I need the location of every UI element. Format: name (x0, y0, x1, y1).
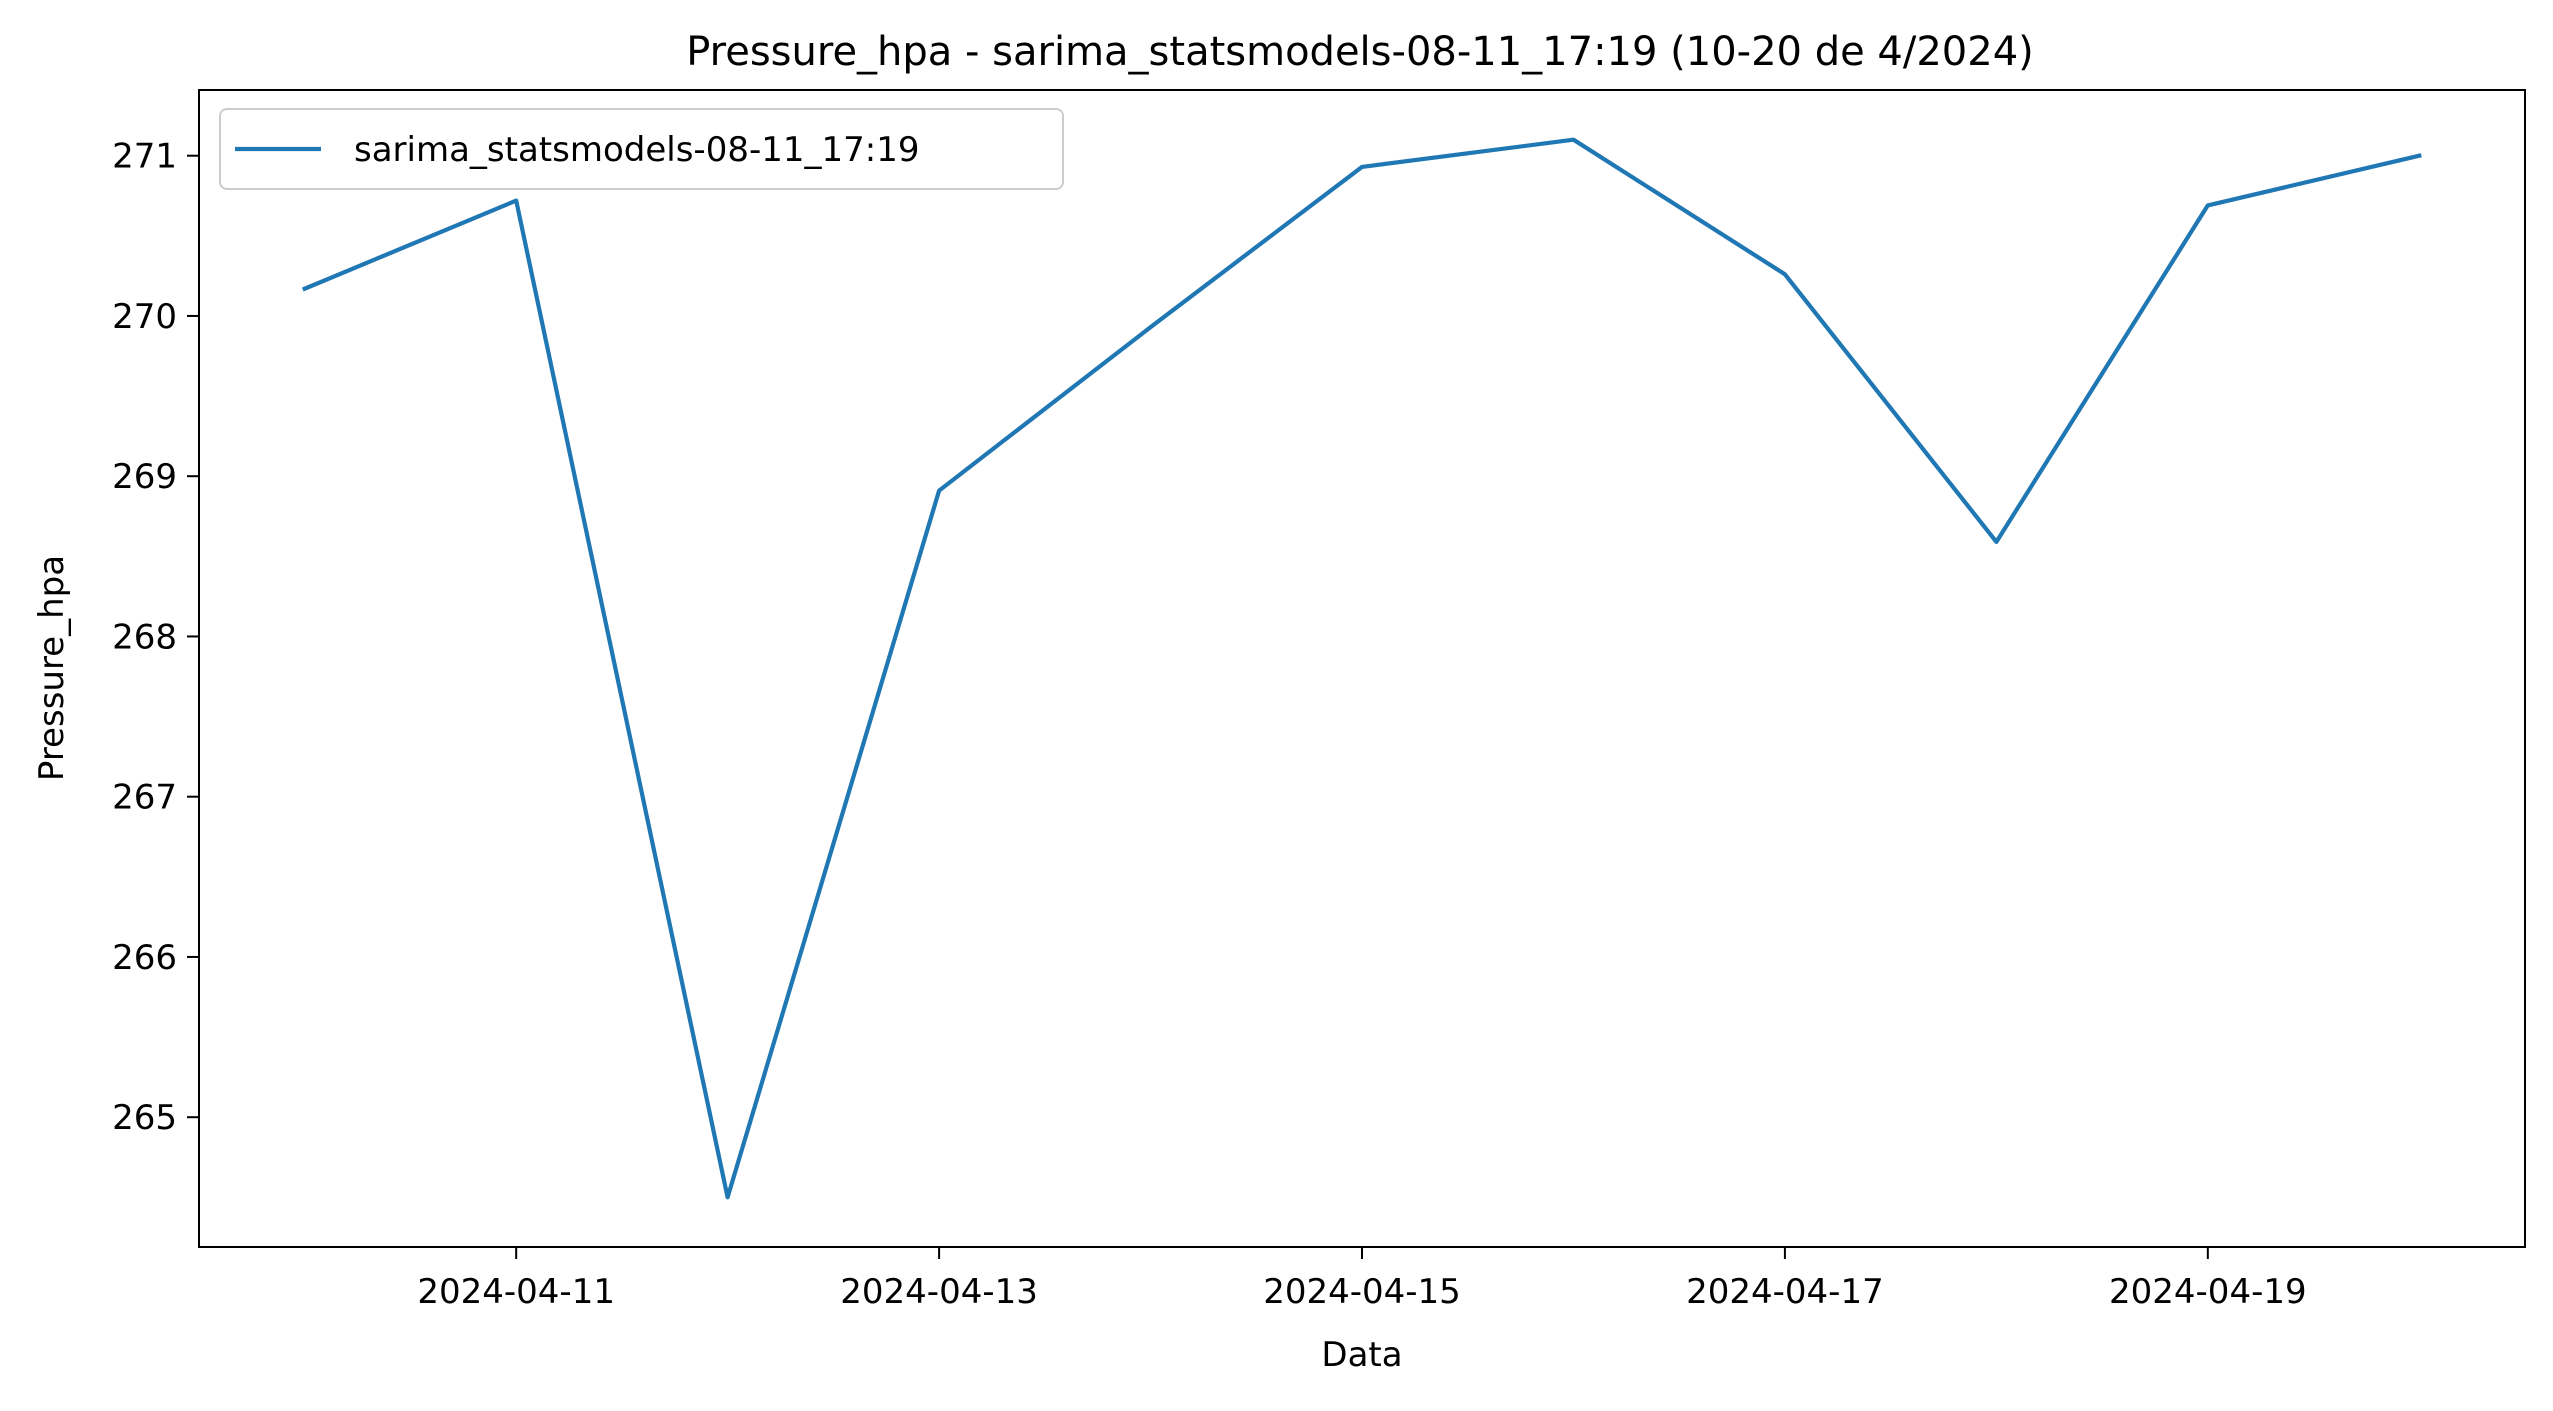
x-tick-label: 2024-04-15 (1263, 1272, 1461, 1312)
x-tick-label: 2024-04-11 (417, 1272, 615, 1312)
y-tick-label: 268 (112, 617, 177, 657)
x-tick-label: 2024-04-19 (2109, 1272, 2307, 1312)
y-tick-label: 267 (112, 778, 177, 818)
y-tick-label: 265 (112, 1098, 177, 1138)
y-axis-label: Pressure_hpa (32, 555, 72, 781)
x-axis: 2024-04-11 2024-04-13 2024-04-15 2024-04-17… (417, 1247, 2307, 1312)
series-line-0 (301, 137, 2422, 1200)
y-tick-label: 266 (112, 938, 177, 978)
legend-box (219, 108, 1064, 190)
x-tick-label: 2024-04-13 (840, 1272, 1038, 1312)
y-tick-label: 270 (112, 297, 177, 337)
data-layer (301, 137, 2422, 1200)
y-tick-label: 269 (112, 457, 177, 497)
legend-label: sarima_statsmodels-08-11_17:19 (354, 130, 919, 170)
y-axis: 265 266 267 268 269 270 271 (112, 137, 199, 1138)
x-axis-label: Data (1321, 1335, 1402, 1375)
x-tick-label: 2024-04-17 (1686, 1272, 1884, 1312)
legend: sarima_statsmodels-08-11_17:19 (219, 108, 1064, 190)
chart-title: Pressure_hpa - sarima_statsmodels-08-11_… (686, 29, 2034, 75)
y-tick-label: 271 (112, 137, 177, 177)
